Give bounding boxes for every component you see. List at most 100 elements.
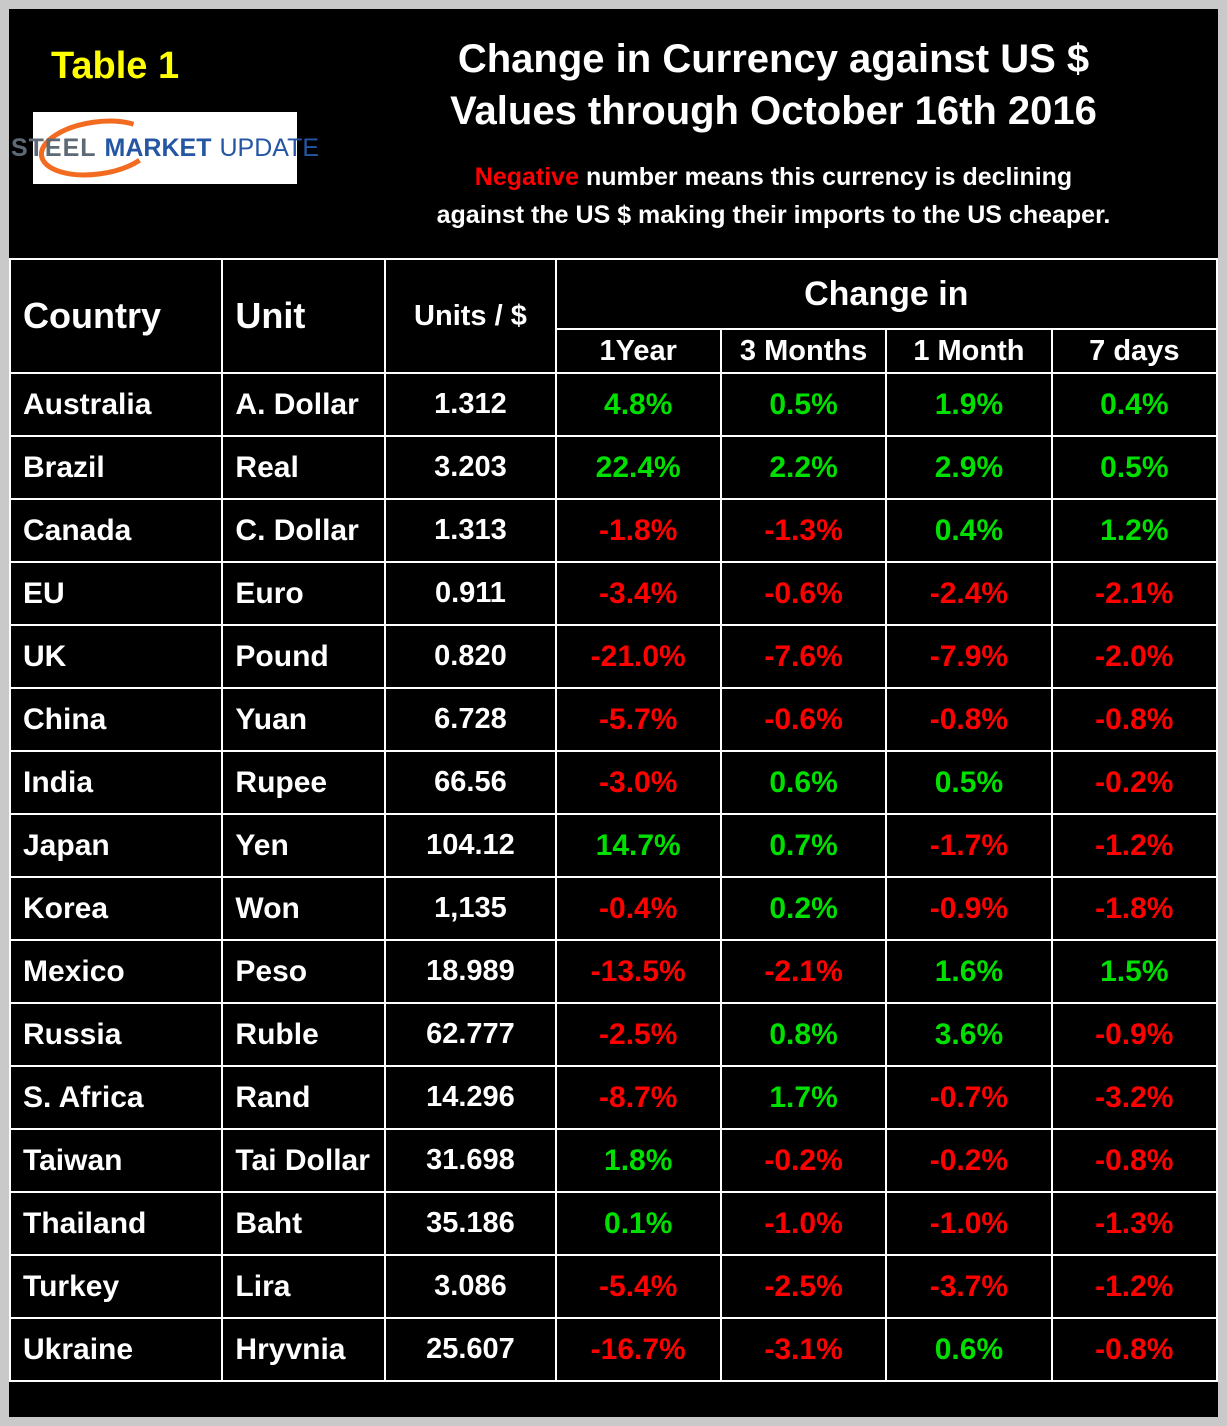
country-cell: Ukraine <box>9 1317 224 1382</box>
country-cell: S. Africa <box>9 1065 224 1130</box>
unit-cell: Won <box>221 876 387 941</box>
change-cell-positive: 22.4% <box>554 435 722 500</box>
unit-cell: C. Dollar <box>221 498 387 563</box>
change-cell-positive: 0.5% <box>719 372 888 437</box>
change-cell-negative: -0.2% <box>885 1128 1053 1193</box>
note-text: Negative number means this currency is d… <box>329 159 1218 234</box>
change-cell-negative: -2.0% <box>1050 624 1218 689</box>
change-cell-negative: -1.0% <box>885 1191 1053 1256</box>
unit-cell: Yuan <box>221 687 387 752</box>
unit-cell: Euro <box>221 561 387 626</box>
table-header-row: Country Unit Units / $ Change in <box>9 258 1218 374</box>
change-cell-negative: -3.0% <box>554 750 722 815</box>
change-cell-positive: 1.7% <box>719 1065 888 1130</box>
change-cell-negative: -21.0% <box>554 624 722 689</box>
units-per-dollar-cell: 6.728 <box>384 687 557 752</box>
change-cell-negative: -3.7% <box>885 1254 1053 1319</box>
country-cell: Thailand <box>9 1191 224 1256</box>
change-cell-positive: 1.8% <box>554 1128 722 1193</box>
change-cell-positive: 4.8% <box>554 372 722 437</box>
change-cell-positive: 3.6% <box>885 1002 1053 1067</box>
change-cell-negative: -1.8% <box>1050 876 1218 941</box>
country-cell: Canada <box>9 498 224 563</box>
units-per-dollar-cell: 104.12 <box>384 813 557 878</box>
units-per-dollar-cell: 1.312 <box>384 372 557 437</box>
logo-swoosh-icon <box>38 118 156 178</box>
change-cell-negative: -0.2% <box>719 1128 888 1193</box>
unit-cell: Baht <box>221 1191 387 1256</box>
change-cell-negative: -2.5% <box>554 1002 722 1067</box>
change-cell-positive: 2.2% <box>719 435 888 500</box>
unit-cell: Tai Dollar <box>221 1128 387 1193</box>
change-cell-negative: -0.6% <box>719 561 888 626</box>
change-cell-negative: -0.8% <box>885 687 1053 752</box>
table-row: UK Pound 0.820 -21.0% -7.6% -7.9% -2.0% <box>9 624 1218 689</box>
table-label: Table 1 <box>51 45 180 87</box>
currency-table-graphic: Table 1 STEEL MARKET UPDATE Change in Cu… <box>9 9 1218 1417</box>
change-cell-negative: -8.7% <box>554 1065 722 1130</box>
country-cell: Turkey <box>9 1254 224 1319</box>
change-cell-positive: 0.4% <box>1050 372 1218 437</box>
table-row: Japan Yen 104.12 14.7% 0.7% -1.7% -1.2% <box>9 813 1218 878</box>
country-cell: Australia <box>9 372 224 437</box>
change-cell-negative: -1.2% <box>1050 813 1218 878</box>
units-per-dollar-cell: 25.607 <box>384 1317 557 1382</box>
change-cell-negative: -1.3% <box>1050 1191 1218 1256</box>
country-cell: Taiwan <box>9 1128 224 1193</box>
header-area: Table 1 STEEL MARKET UPDATE Change in Cu… <box>9 9 1218 258</box>
logo-word-steel: STEEL <box>10 133 97 162</box>
steel-market-update-logo: STEEL MARKET UPDATE <box>11 112 319 184</box>
change-cell-negative: -5.7% <box>554 687 722 752</box>
col-header-change-in: Change in <box>554 258 1218 330</box>
currency-table: Country Unit Units / $ Change in 1Year 3 … <box>9 258 1218 1382</box>
change-cell-positive: 0.5% <box>1050 435 1218 500</box>
units-per-dollar-cell: 1.313 <box>384 498 557 563</box>
unit-cell: A. Dollar <box>221 372 387 437</box>
change-cell-negative: -0.9% <box>885 876 1053 941</box>
change-cell-positive: 0.6% <box>885 1317 1053 1382</box>
note-line-1: number means this currency is declining <box>579 163 1073 191</box>
change-cell-negative: -2.5% <box>719 1254 888 1319</box>
unit-cell: Ruble <box>221 1002 387 1067</box>
country-cell: India <box>9 750 224 815</box>
change-cell-negative: -5.4% <box>554 1254 722 1319</box>
change-cell-negative: -2.4% <box>885 561 1053 626</box>
change-cell-negative: -1.7% <box>885 813 1053 878</box>
change-cell-negative: -16.7% <box>554 1317 722 1382</box>
table-row: Turkey Lira 3.086 -5.4% -2.5% -3.7% -1.2% <box>9 1254 1218 1319</box>
change-cell-negative: -1.3% <box>719 498 888 563</box>
change-cell-positive: 1.6% <box>885 939 1053 1004</box>
table-row: China Yuan 6.728 -5.7% -0.6% -0.8% -0.8% <box>9 687 1218 752</box>
change-cell-positive: 0.7% <box>719 813 888 878</box>
title-line-2: Values through October 16th 2016 <box>450 89 1097 133</box>
change-cell-negative: -1.2% <box>1050 1254 1218 1319</box>
change-cell-positive: 0.6% <box>719 750 888 815</box>
change-cell-negative: -13.5% <box>554 939 722 1004</box>
country-cell: Brazil <box>9 435 224 500</box>
change-cell-negative: -7.9% <box>885 624 1053 689</box>
table-row: Australia A. Dollar 1.312 4.8% 0.5% 1.9% 0.4% <box>9 372 1218 437</box>
table-row: Ukraine Hryvnia 25.607 -16.7% -3.1% 0.6% -0.8% <box>9 1317 1218 1382</box>
col-header-1-month: 1 Month <box>885 328 1053 374</box>
table-row: EU Euro 0.911 -3.4% -0.6% -2.4% -2.1% <box>9 561 1218 626</box>
change-cell-negative: -2.1% <box>1050 561 1218 626</box>
title-line-1: Change in Currency against US $ <box>457 37 1090 81</box>
change-cell-negative: -2.1% <box>719 939 888 1004</box>
logo-word-update: UPDATE <box>219 133 320 162</box>
unit-cell: Peso <box>221 939 387 1004</box>
table-row: Russia Ruble 62.777 -2.5% 0.8% 3.6% -0.9% <box>9 1002 1218 1067</box>
change-cell-positive: 0.5% <box>885 750 1053 815</box>
country-cell: Russia <box>9 1002 224 1067</box>
table-row: India Rupee 66.56 -3.0% 0.6% 0.5% -0.2% <box>9 750 1218 815</box>
page-title: Change in Currency against US $ Values t… <box>329 33 1218 137</box>
table-row: Canada C. Dollar 1.313 -1.8% -1.3% 0.4% 1.2% <box>9 498 1218 563</box>
country-cell: Japan <box>9 813 224 878</box>
col-header-1year: 1Year <box>554 328 722 374</box>
change-cell-negative: -0.8% <box>1050 1317 1218 1382</box>
change-cell-negative: -3.2% <box>1050 1065 1218 1130</box>
header-left: Table 1 STEEL MARKET UPDATE <box>9 9 329 258</box>
change-cell-positive: 1.9% <box>885 372 1053 437</box>
table-row: S. Africa Rand 14.296 -8.7% 1.7% -0.7% -3.2% <box>9 1065 1218 1130</box>
col-header-units-per-dollar: Units / $ <box>384 258 557 374</box>
units-per-dollar-cell: 3.203 <box>384 435 557 500</box>
